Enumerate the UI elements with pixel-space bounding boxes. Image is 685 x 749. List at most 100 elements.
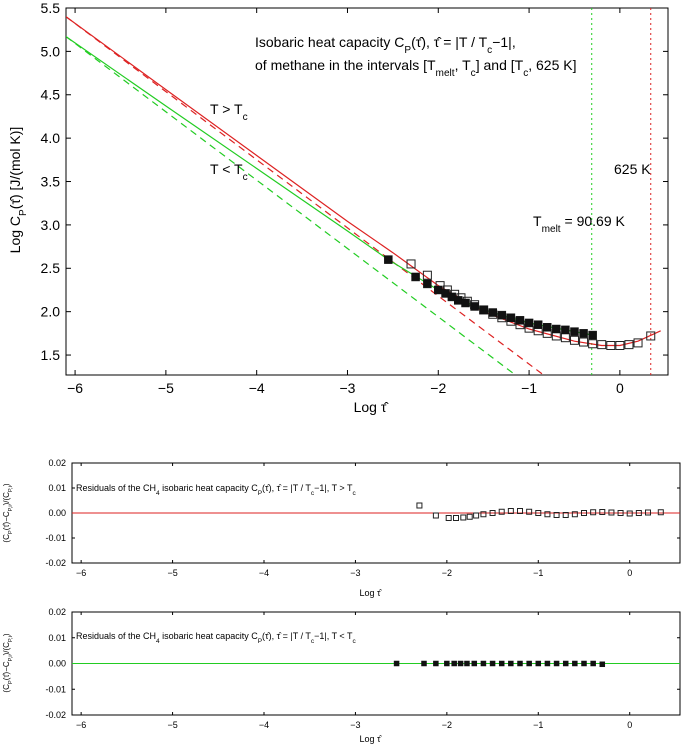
subscript: c [353, 490, 357, 497]
data-point [544, 660, 551, 667]
data-point [572, 660, 578, 667]
data-point [588, 330, 597, 340]
fit-line [66, 16, 544, 375]
subscript: c [311, 638, 315, 645]
text-segment: , T [455, 57, 472, 73]
text-segment: T < T [210, 161, 243, 177]
data-point [497, 310, 507, 320]
data-point [571, 511, 578, 518]
data-point [445, 515, 452, 521]
data-point [479, 305, 488, 315]
subscript: c [353, 638, 357, 645]
data-point [599, 661, 606, 668]
data-point [457, 660, 464, 667]
x-tick-label: −3 [350, 720, 360, 730]
text-segment: Log τ̂ [359, 588, 382, 598]
data-point [473, 512, 480, 519]
text-segment: (τ̂)−C [2, 661, 11, 680]
data-point [461, 298, 470, 308]
x-tick-label: −6 [76, 568, 86, 578]
data-point [422, 270, 432, 280]
data-point [466, 513, 473, 520]
y-tick-label: -0.02 [45, 558, 66, 568]
text-segment: ) [2, 633, 11, 636]
data-point [533, 320, 543, 329]
y-axis-label: (CP(τ̂)−CP,i)/(CP,i) [2, 483, 14, 543]
y-tick-label: 3.0 [41, 217, 61, 233]
data-point [562, 660, 569, 667]
text-segment: T [533, 213, 542, 229]
x-tick-label: −6 [76, 720, 86, 730]
data-point [599, 509, 606, 515]
data-point [423, 279, 432, 289]
text-segment: (τ̂), τ̂ = |T / T [411, 34, 487, 50]
subscript: P [258, 638, 262, 645]
subscript: P,i [8, 505, 14, 511]
data-point [526, 508, 533, 515]
data-point [433, 660, 439, 667]
data-point [517, 508, 523, 514]
annotation: Residuals of the CH4 isobaric heat capac… [76, 483, 357, 497]
data-point [608, 509, 615, 516]
y-axis-label: (CP(τ̂)−CP,i)/(CP,i) [2, 633, 14, 693]
data-point [464, 660, 470, 667]
data-point [590, 509, 597, 516]
annotation: Residuals of the CH4 isobaric heat capac… [76, 631, 357, 645]
plot-area [416, 502, 664, 521]
x-tick-label: −1 [533, 720, 543, 730]
text-segment: (C [2, 684, 11, 693]
text-segment: (τ̂)−C [2, 511, 11, 530]
data-point [553, 512, 560, 518]
text-segment: Residuals of the CH [76, 483, 156, 493]
data-point [406, 259, 416, 269]
data-point [635, 510, 642, 516]
data-point [657, 509, 664, 516]
data-point [544, 511, 551, 518]
data-point [562, 512, 569, 518]
data-point [597, 340, 607, 350]
data-point [416, 502, 423, 509]
text-segment: ] and [T [476, 57, 524, 73]
data-point [506, 313, 516, 322]
subscript: P [8, 530, 14, 534]
data-point [444, 660, 450, 667]
data-point [542, 323, 552, 332]
x-tick-label: 0 [616, 380, 624, 396]
subscript: P [404, 45, 411, 56]
data-point [471, 660, 478, 667]
text-segment: (τ̂), τ̂ = |T / T [262, 483, 311, 493]
annotation: 625 K [614, 161, 651, 177]
subscript: c [243, 112, 248, 123]
data-point [535, 510, 542, 516]
y-tick-label: 0.00 [48, 659, 66, 669]
text-segment: = 90.69 K [561, 213, 626, 229]
subscript: c [487, 45, 492, 56]
x-tick-label: −3 [339, 380, 355, 396]
data-point [480, 511, 487, 518]
y-tick-label: 2.5 [41, 260, 61, 276]
y-tick-label: 3.5 [41, 173, 61, 189]
data-point [535, 660, 542, 667]
data-point [480, 660, 487, 667]
text-segment: −1|, T < T [314, 631, 353, 641]
text-segment: Log τ̂ [354, 399, 390, 415]
plot-frame [65, 7, 669, 376]
text-segment: Residuals of the CH [76, 631, 156, 641]
x-tick-label: −1 [521, 380, 537, 396]
data-point [624, 340, 634, 350]
data-point [384, 255, 393, 264]
subscript: P,i [8, 636, 14, 642]
y-tick-label: -0.01 [45, 684, 66, 694]
plot-area [393, 660, 606, 668]
x-tick-label: −5 [167, 568, 177, 578]
text-segment: −1|, T > T [314, 483, 353, 493]
data-point [517, 660, 523, 667]
text-segment: )/(C [2, 492, 11, 506]
text-segment: −1|, [492, 34, 516, 50]
data-point [590, 660, 596, 667]
data-point [615, 341, 625, 351]
text-segment: Log C [7, 216, 23, 253]
data-point [453, 515, 459, 521]
subscript: P [258, 490, 262, 497]
data-point [579, 337, 589, 347]
